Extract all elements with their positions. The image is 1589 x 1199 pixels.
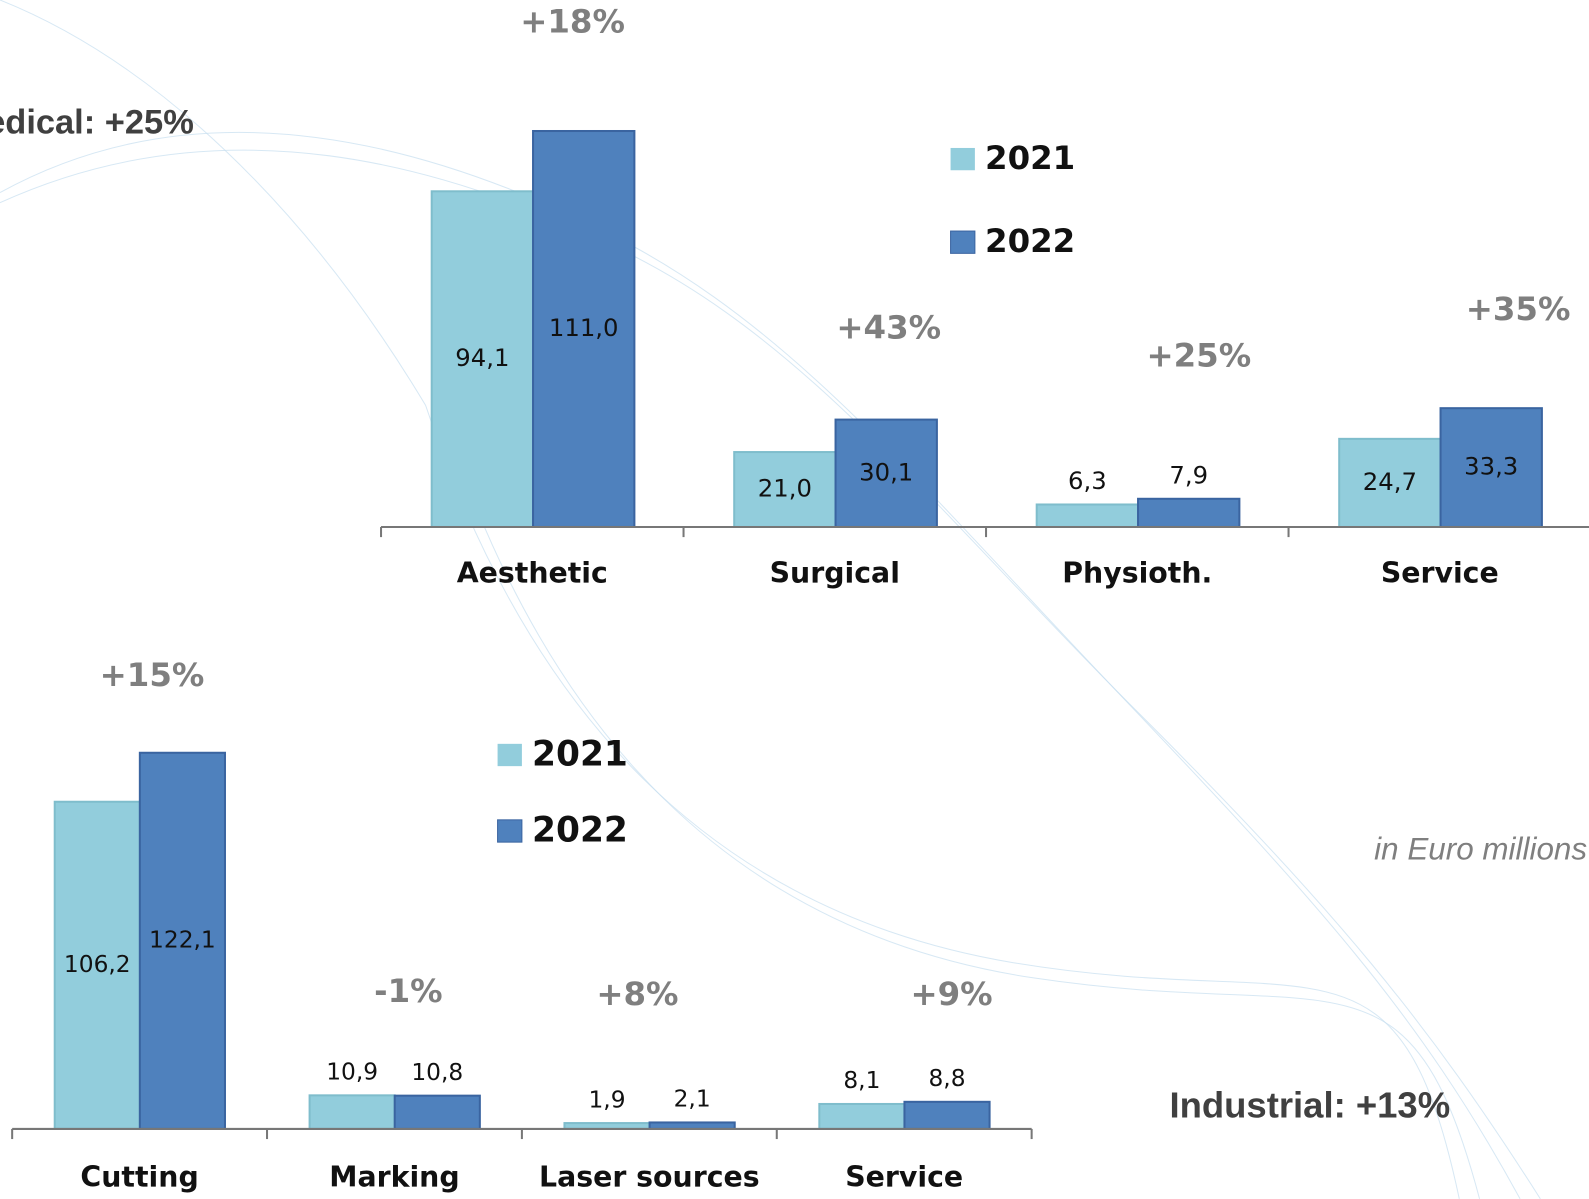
bar <box>310 1095 395 1129</box>
legend-swatch <box>498 820 522 842</box>
value-label: 24,7 <box>1363 467 1417 496</box>
value-label: 33,3 <box>1464 452 1518 481</box>
background-waves <box>0 0 1540 1199</box>
growth-label: +18% <box>520 2 625 40</box>
bar <box>819 1104 904 1129</box>
value-label: 10,9 <box>326 1059 378 1086</box>
category-label: Physioth. <box>1062 557 1212 590</box>
value-label: 7,9 <box>1169 460 1208 489</box>
value-label: 6,3 <box>1068 466 1107 495</box>
bar <box>1138 499 1239 527</box>
value-label: 8,8 <box>928 1065 965 1092</box>
growth-label: +25% <box>1146 337 1251 375</box>
legend-label: 2021 <box>985 139 1075 177</box>
slide: 94,1 111,0 Aesthetic +18% 21,0 30,1 Surgical +4… <box>0 0 1589 1199</box>
chart-title: Medical: +25% <box>0 104 194 142</box>
value-label: 2,1 <box>674 1086 711 1113</box>
growth-label: +43% <box>836 308 941 346</box>
value-label: 30,1 <box>859 457 913 486</box>
category-label: Cutting <box>80 1161 198 1194</box>
category-label: Laser sources <box>539 1161 760 1194</box>
growth-label: +9% <box>910 975 992 1013</box>
category-label: Marking <box>329 1161 459 1194</box>
legend-swatch <box>951 148 975 170</box>
bar <box>395 1096 480 1129</box>
bar <box>904 1102 989 1129</box>
value-label: 94,1 <box>455 343 509 372</box>
category-label: Service <box>1381 557 1499 590</box>
value-label: 8,1 <box>843 1067 880 1094</box>
chart-title: Industrial: +13% <box>1169 1084 1450 1125</box>
category-label: Service <box>845 1161 963 1194</box>
growth-label: +35% <box>1466 290 1571 328</box>
legend-label: 2022 <box>985 222 1075 260</box>
value-label: 10,8 <box>411 1059 463 1086</box>
category-label: Aesthetic <box>457 557 608 590</box>
legend-swatch <box>498 744 522 766</box>
growth-label: -1% <box>374 972 442 1010</box>
category-label: Surgical <box>770 557 900 590</box>
legend-label: 2021 <box>532 734 628 774</box>
value-label: 111,0 <box>549 313 619 342</box>
unit-note: in Euro millions <box>1374 832 1587 867</box>
value-label: 106,2 <box>64 951 131 978</box>
growth-label: +8% <box>596 975 678 1013</box>
value-label: 1,9 <box>588 1086 625 1113</box>
growth-label: +15% <box>100 656 205 694</box>
bar <box>1037 504 1138 526</box>
value-label: 122,1 <box>149 926 216 953</box>
legend-swatch <box>951 231 975 253</box>
value-label: 21,0 <box>758 474 812 503</box>
legend-label: 2022 <box>532 811 628 851</box>
